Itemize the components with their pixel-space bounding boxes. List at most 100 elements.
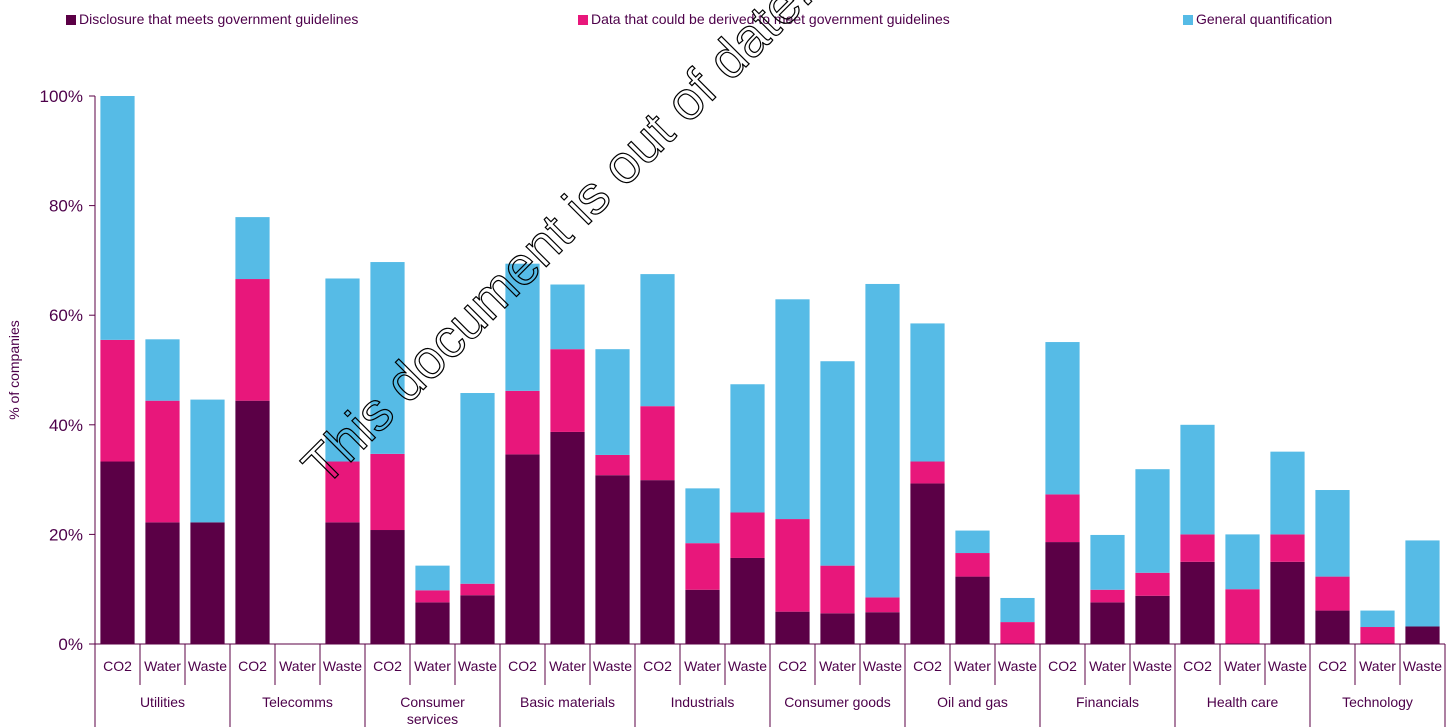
legend-swatch xyxy=(1183,15,1193,25)
x-tick-label: Water xyxy=(144,658,181,674)
group-label: Health care xyxy=(1207,694,1279,710)
legend-swatch xyxy=(578,15,588,25)
bar-segment xyxy=(505,263,540,391)
bar-segment xyxy=(910,483,945,644)
bar-segment xyxy=(1135,595,1170,644)
chart-legend: Disclosure that meets government guideli… xyxy=(0,0,1454,40)
x-tick-label: Waste xyxy=(998,658,1037,674)
bar-segment xyxy=(1270,561,1305,644)
x-tick-label: Waste xyxy=(863,658,902,674)
x-tick-label: Water xyxy=(684,658,721,674)
bar-segment xyxy=(460,595,495,644)
x-tick-label: Waste xyxy=(458,658,497,674)
group-label: Consumer services xyxy=(400,694,465,727)
x-tick-label: Water xyxy=(1224,658,1261,674)
bar-segment xyxy=(1135,572,1170,596)
group-label: Utilities xyxy=(140,694,185,710)
group-label: Technology xyxy=(1342,694,1413,710)
bar-segment xyxy=(1315,490,1350,577)
legend-label: Data that could be derived to meet gover… xyxy=(591,11,950,27)
x-tick-label: CO2 xyxy=(508,658,537,674)
bar-segment xyxy=(730,557,765,644)
bar-segment xyxy=(730,384,765,513)
bar-segment xyxy=(865,612,900,644)
bar-segment xyxy=(595,475,630,644)
bar-segment xyxy=(1270,534,1305,562)
bar-segment xyxy=(1360,610,1395,628)
y-tick-label: 20% xyxy=(49,525,83,544)
legend-label: Disclosure that meets government guideli… xyxy=(79,11,359,27)
bar-segment xyxy=(1045,542,1080,644)
bar-segment xyxy=(370,262,405,454)
bar-segment xyxy=(550,349,585,432)
x-tick-label: CO2 xyxy=(238,658,267,674)
bar-segment xyxy=(1225,534,1260,590)
x-tick-label: Water xyxy=(279,658,316,674)
bar-segment xyxy=(640,480,675,644)
y-tick-label: 100% xyxy=(40,87,83,106)
bar-segment xyxy=(1360,627,1395,644)
bar-segment xyxy=(865,283,900,598)
bar-segment xyxy=(100,339,135,462)
bar-segment xyxy=(505,454,540,644)
bar-segment xyxy=(775,611,810,644)
bar-segment xyxy=(190,522,225,644)
y-tick-label: 60% xyxy=(49,306,83,325)
group-label: Telecomms xyxy=(262,694,333,710)
legend-swatch xyxy=(66,15,76,25)
bar-segment xyxy=(1180,424,1215,535)
x-tick-label: Water xyxy=(954,658,991,674)
legend-label: General quantification xyxy=(1196,11,1333,27)
x-tick-label: CO2 xyxy=(643,658,672,674)
x-tick-label: CO2 xyxy=(373,658,402,674)
y-tick-label: 40% xyxy=(49,416,83,435)
x-tick-label: Waste xyxy=(1403,658,1442,674)
y-tick-label: 0% xyxy=(58,635,83,654)
bar-segment xyxy=(1135,469,1170,573)
bar-segment xyxy=(955,530,990,554)
x-tick-label: Waste xyxy=(1268,658,1307,674)
bar-segment xyxy=(1315,576,1350,611)
bar-segment xyxy=(595,454,630,476)
group-label: Oil and gas xyxy=(937,694,1008,710)
bar-segment xyxy=(370,530,405,644)
x-tick-label: CO2 xyxy=(778,658,807,674)
bar-segment xyxy=(415,602,450,644)
bar-segment xyxy=(1405,626,1440,644)
x-tick-label: CO2 xyxy=(1048,658,1077,674)
group-label: Consumer goods xyxy=(784,694,891,710)
x-tick-label: CO2 xyxy=(103,658,132,674)
bar-segment xyxy=(190,399,225,523)
bar-segment xyxy=(370,453,405,531)
bar-segment xyxy=(1270,451,1305,535)
y-tick-label: 80% xyxy=(49,197,83,216)
bar-segment xyxy=(820,565,855,614)
bar-segment xyxy=(1000,597,1035,623)
x-tick-label: CO2 xyxy=(913,658,942,674)
bar-segment xyxy=(100,96,135,340)
bar-segment xyxy=(460,583,495,596)
bar-segment xyxy=(685,488,720,544)
x-tick-label: Waste xyxy=(323,658,362,674)
bar-segment xyxy=(550,284,585,350)
bar-segment xyxy=(1090,589,1125,603)
x-tick-label: CO2 xyxy=(1318,658,1347,674)
x-tick-label: Waste xyxy=(728,658,767,674)
bar-segment xyxy=(325,461,360,523)
x-tick-label: Waste xyxy=(593,658,632,674)
bar-segment xyxy=(1000,622,1035,644)
x-tick-label: Water xyxy=(819,658,856,674)
x-tick-label: Water xyxy=(414,658,451,674)
bar-segment xyxy=(910,323,945,462)
bar-segment xyxy=(1180,534,1215,562)
bar-segment xyxy=(1090,602,1125,644)
group-label: Basic materials xyxy=(520,694,615,710)
legend-item: General quantification xyxy=(1183,11,1332,27)
x-tick-label: Water xyxy=(1089,658,1126,674)
bar-segment xyxy=(1045,494,1080,543)
x-tick-label: Waste xyxy=(1133,658,1172,674)
bar-segment xyxy=(460,393,495,584)
bar-segment xyxy=(775,519,810,612)
bar-segment xyxy=(145,400,180,523)
